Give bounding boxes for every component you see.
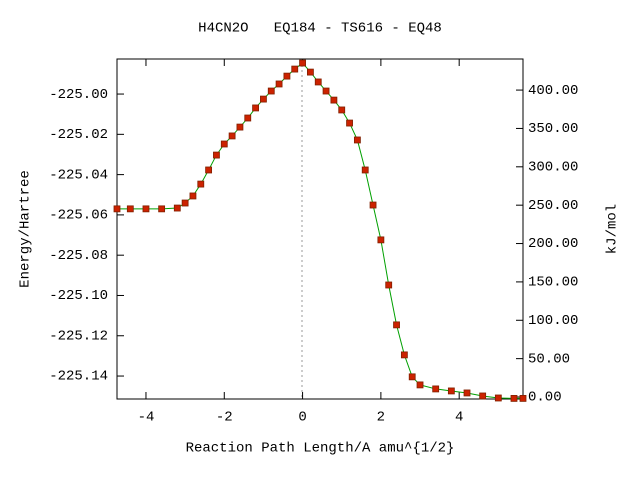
y-tick-label: -225.08 [49, 248, 108, 264]
data-point [291, 65, 299, 73]
data-point [189, 192, 197, 200]
y2-tick-label: 100.00 [528, 313, 578, 329]
data-point [173, 204, 181, 212]
x-tick-label: 2 [377, 410, 385, 426]
data-point [369, 201, 377, 209]
data-point [220, 140, 228, 148]
data-point [463, 389, 471, 397]
data-line [117, 62, 523, 399]
y2-tick-label: 250.00 [528, 198, 578, 214]
data-point [113, 205, 121, 213]
x-tick-label: -2 [216, 410, 233, 426]
y-tick-label: -225.06 [49, 208, 108, 224]
data-point [181, 199, 189, 207]
y-tick-label: -225.02 [49, 127, 108, 143]
data-point [299, 59, 306, 67]
data-point [385, 281, 393, 289]
x-tick-label: -4 [138, 410, 155, 426]
data-point [416, 381, 424, 389]
data-point [275, 80, 283, 88]
y2-tick-label: 150.00 [528, 275, 578, 291]
data-point [400, 351, 408, 359]
data-point [361, 166, 369, 174]
data-point [519, 394, 527, 402]
data-point [377, 236, 385, 244]
data-point [494, 394, 502, 402]
x-axis-label: Reaction Path Length/A amu^{1/2} [186, 441, 455, 457]
data-point [126, 205, 134, 213]
y2-tick-label: 300.00 [528, 160, 578, 176]
y-tick-label: -225.00 [49, 87, 108, 103]
data-point [260, 95, 267, 103]
y2-tick-label: 0.00 [528, 390, 562, 406]
y2-tick-label: 50.00 [528, 351, 570, 367]
data-point [479, 392, 487, 400]
data-point [307, 68, 314, 76]
x-tick-label: 4 [455, 410, 463, 426]
y-tick-label: -225.04 [49, 167, 108, 183]
data-point [393, 321, 400, 329]
data-point [142, 205, 150, 213]
data-point [346, 119, 353, 127]
y2-tick-label: 400.00 [528, 83, 578, 99]
y-axis-label: Energy/Hartree [18, 170, 34, 288]
y-tick-label: -225.10 [49, 288, 108, 304]
data-point [510, 394, 518, 402]
data-point [353, 136, 361, 144]
data-point [252, 104, 259, 112]
y2-axis-label: kJ/mol [605, 204, 621, 254]
data-point [432, 385, 440, 393]
data-point [338, 106, 346, 114]
data-point [330, 96, 338, 104]
y-tick-label: -225.12 [49, 328, 108, 344]
y-tick-label: -225.14 [49, 369, 108, 385]
data-point [236, 123, 244, 131]
data-point [205, 166, 213, 174]
y2-tick-label: 350.00 [528, 121, 578, 137]
y2-tick-label: 200.00 [528, 236, 578, 252]
x-tick-label: 0 [298, 410, 306, 426]
data-point [408, 373, 416, 381]
data-point [267, 87, 275, 95]
data-point [322, 87, 330, 95]
data-point [213, 151, 220, 159]
data-point [314, 78, 322, 86]
data-point [228, 132, 236, 140]
data-point [244, 114, 252, 122]
data-point [447, 387, 455, 395]
data-point [197, 180, 205, 188]
data-point [283, 72, 291, 80]
plot-frame [116, 58, 524, 400]
chart-title: H4CN2O EQ184 - TS616 - EQ48 [198, 21, 442, 37]
data-point [158, 205, 166, 213]
